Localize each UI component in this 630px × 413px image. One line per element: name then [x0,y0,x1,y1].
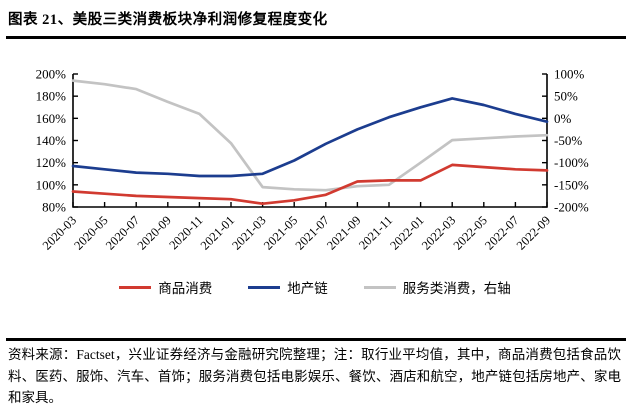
right-axis-tick-label: -50% [554,133,582,148]
footer-divider [6,338,626,341]
legend-item-services: 服务类消费，右轴 [363,277,511,297]
legend-label-property-chain: 地产链 [287,281,328,296]
x-axis-tick-label: 2021-11 [356,213,395,252]
x-axis-tick-label: 2021-07 [293,213,332,252]
chart-legend: 商品消费 地产链 服务类消费，右轴 [0,277,630,297]
left-axis-tick-label: 160% [36,111,67,126]
legend-swatch-services [363,285,396,289]
x-axis-tick-label: 2022-03 [419,213,458,252]
legend-item-property-chain: 地产链 [248,277,328,297]
x-axis-tick-label: 2022-05 [451,213,490,252]
x-axis-tick-label: 2021-01 [198,213,237,252]
x-axis-tick-label: 2021-05 [261,213,300,252]
series-line-property-chain [71,97,549,178]
x-axis-tick-label: 2021-03 [229,213,268,252]
right-axis-tick-label: 100% [554,67,585,82]
x-axis-tick-label: 2020-09 [135,213,174,252]
series-line-services [71,79,549,192]
x-axis-tick-label: 2020-07 [103,213,142,252]
left-axis-tick-label: 80% [42,200,66,215]
legend-swatch-goods [119,285,152,289]
x-axis-tick-label: 2020-03 [40,213,79,252]
left-axis-tick-label: 140% [36,133,67,148]
chart-canvas: 200% 180% 160% 140% 120% 100% 80% 100% 50% 0% -50%… [36,67,589,253]
left-axis-tick-label: 100% [36,177,67,192]
right-axis-tick-label: 50% [554,89,578,104]
right-axis-tick-label: -150% [554,177,589,192]
figure-title: 图表 21、美股三类消费板块净利润修复程度变化 [8,12,328,28]
legend-swatch-property-chain [248,285,281,289]
series-line-goods [71,163,549,206]
x-axis-tick-label: 2020-05 [71,213,110,252]
axis-frame [72,74,548,208]
legend-label-services: 服务类消费，右轴 [402,281,511,296]
left-axis-tick-label: 180% [36,89,67,104]
x-axis-tick-label: 2022-07 [482,213,521,252]
legend-item-goods: 商品消费 [119,277,212,297]
right-axis-tick-label: 0% [554,111,572,126]
x-axis-tick-label: 2022-01 [387,213,426,252]
title-divider [6,36,626,39]
left-axis-tick-label: 200% [36,67,67,82]
source-note: 资料来源：Factset，兴业证券经济与金融研究院整理；注：取行业平均值，其中，… [8,347,621,405]
right-axis-tick-label: -100% [554,155,589,170]
legend-label-goods: 商品消费 [158,281,213,296]
x-axis-tick-label: 2020-11 [166,213,205,252]
line-chart: 200% 180% 160% 140% 120% 100% 80% 100% 50% 0% -50%… [0,56,630,278]
x-axis-tick-label: 2022-09 [514,213,553,252]
left-axis-tick-label: 120% [36,155,67,170]
right-axis-tick-label: -200% [554,200,589,215]
x-axis-tick-label: 2021-09 [324,213,363,252]
